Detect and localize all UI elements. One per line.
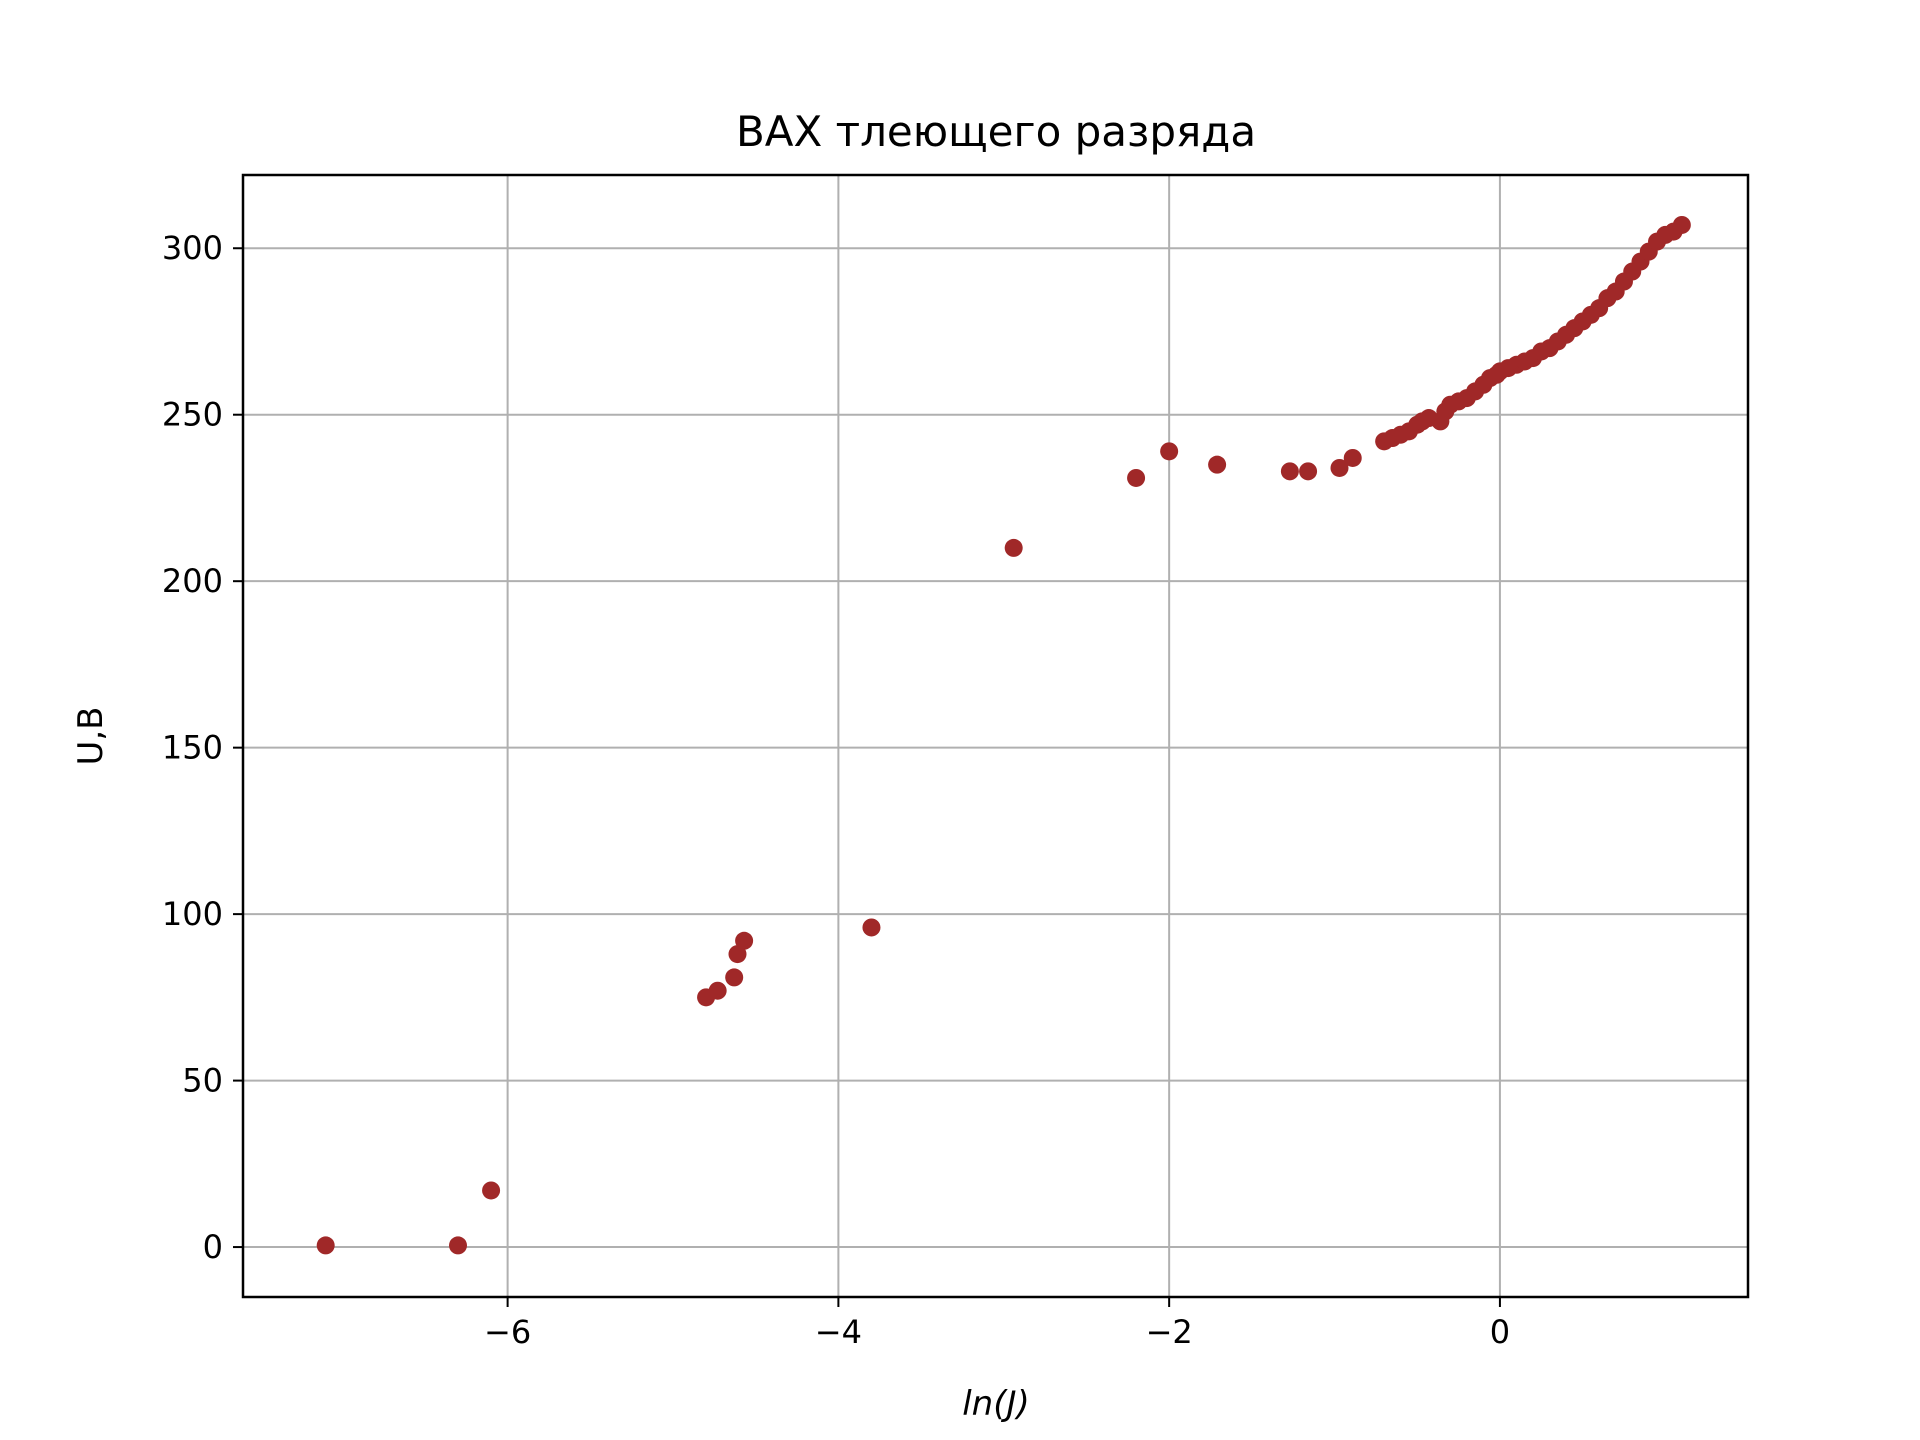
y-tick-label: 150 bbox=[162, 729, 223, 767]
data-point bbox=[316, 1236, 335, 1255]
y-tick-label: 50 bbox=[182, 1062, 223, 1100]
x-tick-label: −2 bbox=[1146, 1313, 1193, 1351]
data-point bbox=[449, 1236, 467, 1255]
y-tick-label: 300 bbox=[162, 229, 223, 267]
y-tick-label: 200 bbox=[162, 562, 223, 600]
ticks: −6 −4 −2 0 0 50 100 150 200 250 300 bbox=[162, 229, 1510, 1351]
y-tick-label: 250 bbox=[162, 396, 223, 434]
data-point bbox=[862, 918, 881, 937]
y-tick-label: 0 bbox=[203, 1228, 223, 1266]
data-point bbox=[482, 1181, 501, 1200]
data-point bbox=[1330, 458, 1349, 477]
data-point bbox=[1280, 462, 1299, 481]
grid bbox=[243, 175, 1748, 1297]
x-tick-label: 0 bbox=[1490, 1313, 1510, 1351]
x-tick-label: −4 bbox=[815, 1313, 862, 1351]
data-point bbox=[1343, 448, 1362, 467]
data-points bbox=[316, 215, 1691, 1255]
data-point bbox=[1299, 462, 1318, 481]
data-point bbox=[735, 931, 754, 950]
chart-title: ВАХ тлеющего разряда bbox=[736, 107, 1256, 156]
data-point bbox=[1672, 215, 1691, 234]
data-point bbox=[708, 981, 727, 1000]
plot-frame bbox=[241, 173, 1750, 1299]
x-axis-label: ln(J) bbox=[962, 1384, 1030, 1424]
x-tick-label: −6 bbox=[484, 1313, 531, 1351]
data-point bbox=[1127, 468, 1146, 487]
y-axis-label: U,В bbox=[71, 706, 111, 765]
data-point bbox=[1208, 455, 1227, 474]
y-tick-label: 100 bbox=[162, 895, 223, 933]
data-point bbox=[725, 968, 744, 987]
data-point bbox=[1160, 442, 1179, 461]
data-point bbox=[1004, 538, 1023, 557]
data-point bbox=[728, 945, 747, 964]
